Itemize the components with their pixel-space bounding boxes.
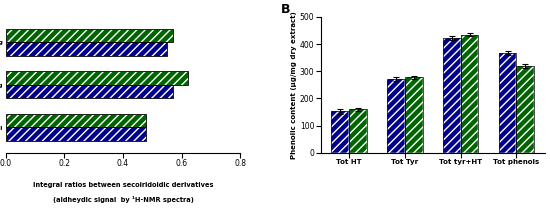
Bar bbox=[443, 38, 460, 153]
Bar bbox=[443, 38, 460, 153]
Bar bbox=[516, 66, 535, 153]
Text: (aldheydic signal  by ¹H-NMR spectra): (aldheydic signal by ¹H-NMR spectra) bbox=[53, 196, 194, 203]
Bar bbox=[405, 77, 422, 153]
Bar bbox=[6, 114, 146, 127]
Bar bbox=[349, 109, 367, 153]
Bar bbox=[6, 127, 146, 141]
Bar bbox=[387, 79, 405, 153]
Bar bbox=[6, 71, 188, 85]
Bar bbox=[331, 111, 349, 153]
Bar bbox=[516, 66, 535, 153]
Text: Integral ratios between secoiridoidic derivatives: Integral ratios between secoiridoidic de… bbox=[33, 183, 213, 188]
Bar bbox=[460, 35, 478, 153]
Bar bbox=[331, 111, 349, 153]
Bar bbox=[6, 42, 167, 56]
Bar bbox=[498, 53, 516, 153]
Bar bbox=[6, 85, 173, 98]
Bar bbox=[405, 77, 422, 153]
Bar bbox=[6, 127, 146, 141]
Bar bbox=[387, 79, 405, 153]
Bar bbox=[498, 53, 516, 153]
Bar bbox=[6, 85, 173, 98]
Bar bbox=[6, 42, 167, 56]
Text: B: B bbox=[280, 3, 290, 16]
Y-axis label: Phenolic content (μg/mg dry extract): Phenolic content (μg/mg dry extract) bbox=[291, 11, 297, 159]
Bar bbox=[6, 29, 173, 42]
Bar bbox=[349, 109, 367, 153]
Bar bbox=[460, 35, 478, 153]
Bar bbox=[6, 114, 146, 127]
Bar bbox=[6, 71, 188, 85]
Bar bbox=[6, 29, 173, 42]
